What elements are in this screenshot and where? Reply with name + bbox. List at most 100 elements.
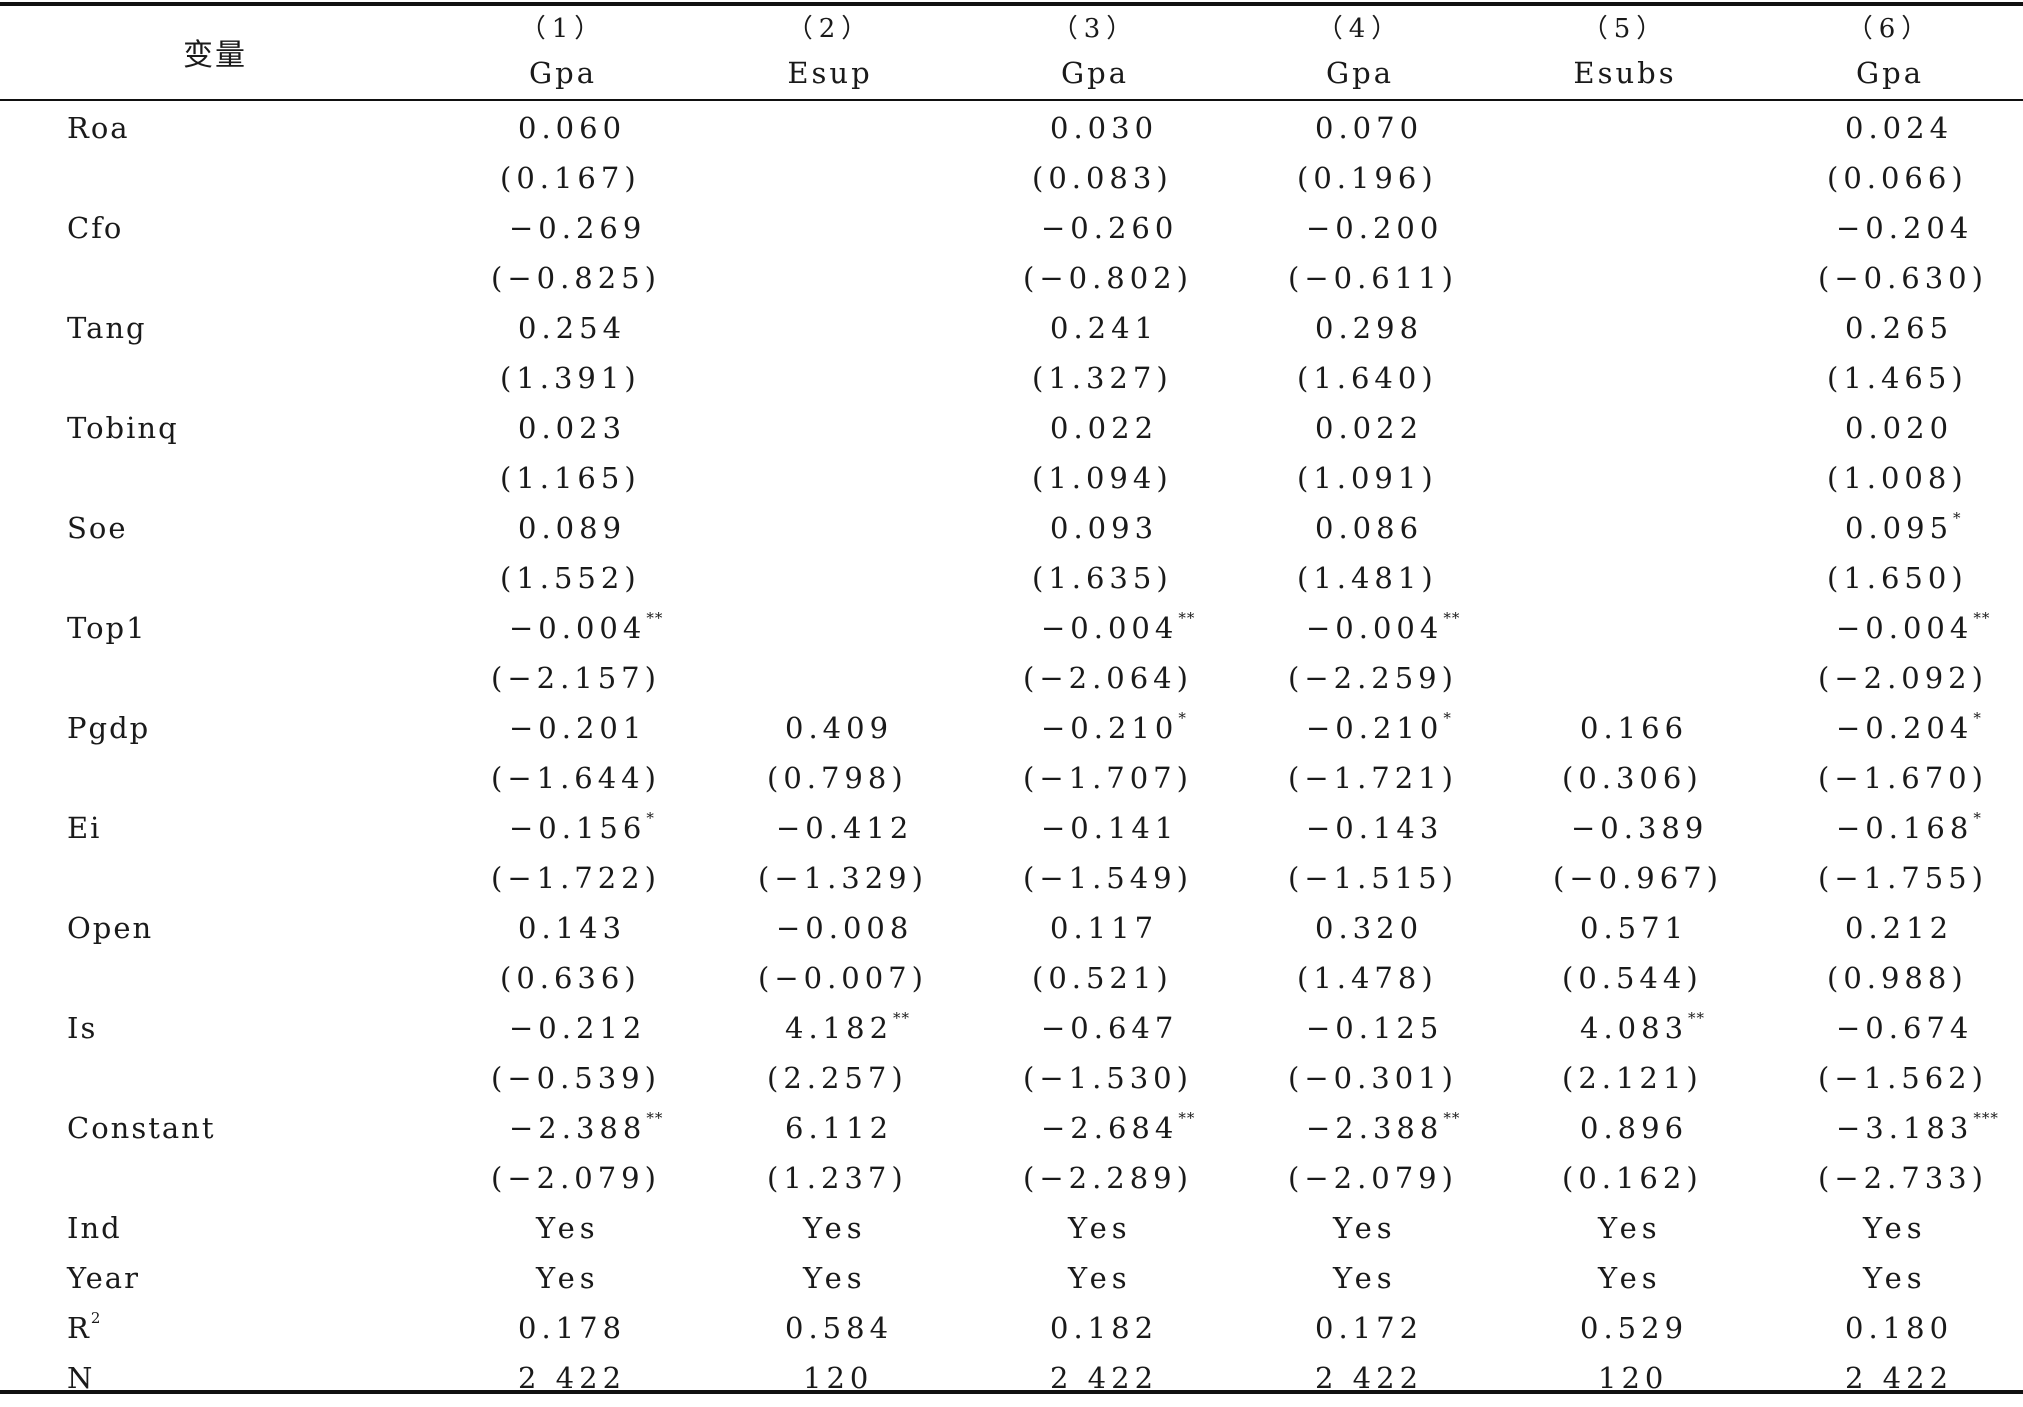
cell-value: 0.178 bbox=[518, 1311, 627, 1345]
cell-value: 0.212 bbox=[1845, 911, 1954, 945]
cell-value: −0.204 bbox=[1836, 211, 1974, 245]
cell-value: (−0.611) bbox=[1288, 261, 1458, 295]
cell-value: (1.650) bbox=[1827, 561, 1968, 595]
table-cell: Yes bbox=[1068, 1211, 1132, 1245]
significance-stars: ** bbox=[646, 1109, 664, 1128]
row-label: Tang bbox=[67, 311, 147, 345]
table-row: (1.552) (1.635) (1.481) (1.650) bbox=[0, 557, 2023, 607]
cell-value: (1.635) bbox=[1032, 561, 1173, 595]
table-header-rule bbox=[0, 99, 2023, 101]
table-cell: 0.060 bbox=[518, 111, 626, 145]
cell-value: (−2.079) bbox=[491, 1161, 661, 1195]
cell-value: 0.265 bbox=[1845, 311, 1954, 345]
row-label: Roa bbox=[67, 111, 130, 145]
table-bottom-rule bbox=[0, 1390, 2023, 1394]
row-label: Cfo bbox=[67, 211, 124, 245]
table-cell: −0.269 bbox=[509, 211, 646, 245]
table-cell: (1.481) bbox=[1297, 561, 1438, 595]
table-top-rule bbox=[0, 2, 2023, 6]
row-label: N bbox=[67, 1361, 95, 1395]
table-cell: Yes bbox=[1863, 1261, 1927, 1295]
table-cell: −0.125 bbox=[1306, 1011, 1443, 1045]
table-cell: −0.004** bbox=[1041, 609, 1195, 645]
table-cell: 0.020 bbox=[1845, 411, 1953, 445]
cell-value: 0.024 bbox=[1845, 111, 1954, 145]
table-row: N 2 422 120 2 422 2 422 120 2 422 bbox=[0, 1357, 2023, 1407]
significance-stars: * bbox=[1178, 709, 1187, 728]
cell-value: −2.388 bbox=[1306, 1111, 1444, 1145]
table-cell: 0.254 bbox=[518, 311, 626, 345]
table-cell: (−1.515) bbox=[1288, 861, 1458, 895]
table-cell: (0.636) bbox=[500, 961, 641, 995]
cell-value: (−2.289) bbox=[1023, 1161, 1193, 1195]
cell-value: (0.988) bbox=[1827, 961, 1968, 995]
cell-value: (0.066) bbox=[1827, 161, 1968, 195]
cell-value: 0.070 bbox=[1315, 111, 1424, 145]
cell-value: Yes bbox=[1333, 1211, 1397, 1245]
cell-value: 2 422 bbox=[1845, 1361, 1954, 1395]
cell-value: 0.143 bbox=[518, 911, 627, 945]
cell-value: (−1.722) bbox=[491, 861, 661, 895]
significance-stars: ** bbox=[1443, 1109, 1461, 1128]
table-cell: (1.465) bbox=[1827, 361, 1968, 395]
cell-value: (−1.721) bbox=[1288, 761, 1458, 795]
table-cell: (1.094) bbox=[1032, 461, 1173, 495]
table-cell: 0.178 bbox=[518, 1311, 626, 1345]
table-cell: −0.204 bbox=[1836, 211, 1973, 245]
table-cell: 0.095* bbox=[1845, 509, 1962, 545]
cell-value: (−1.549) bbox=[1023, 861, 1193, 895]
significance-stars: ** bbox=[893, 1009, 911, 1028]
table-cell: −2.684** bbox=[1041, 1109, 1196, 1145]
table-cell: −0.200 bbox=[1306, 211, 1443, 245]
cell-value: Yes bbox=[1068, 1211, 1132, 1245]
row-label: Ei bbox=[67, 811, 102, 845]
cell-value: −0.269 bbox=[509, 211, 647, 245]
cell-value: (−1.329) bbox=[758, 861, 928, 895]
table-cell: (1.091) bbox=[1297, 461, 1438, 495]
cell-value: (1.165) bbox=[500, 461, 641, 495]
cell-value: (2.121) bbox=[1562, 1061, 1703, 1095]
significance-stars: ** bbox=[1178, 1109, 1196, 1128]
cell-value: Yes bbox=[803, 1211, 867, 1245]
cell-value: 0.020 bbox=[1845, 411, 1954, 445]
cell-value: 0.182 bbox=[1050, 1311, 1159, 1345]
table-cell: −0.004** bbox=[509, 609, 664, 645]
cell-value: (0.306) bbox=[1562, 761, 1703, 795]
table-cell: (0.083) bbox=[1032, 161, 1173, 195]
table-cell: 0.571 bbox=[1580, 911, 1688, 945]
table-row: Soe 0.089 0.093 0.086 0.095* bbox=[0, 507, 2023, 557]
table-cell: −0.647 bbox=[1041, 1011, 1178, 1045]
cell-value: 0.089 bbox=[518, 511, 627, 545]
cell-value: (−2.733) bbox=[1818, 1161, 1988, 1195]
cell-value: −0.201 bbox=[509, 711, 647, 745]
table-cell: −0.156* bbox=[509, 809, 655, 845]
table-cell: (1.391) bbox=[500, 361, 641, 395]
cell-value: (−1.644) bbox=[491, 761, 661, 795]
table-cell: 6.112 bbox=[785, 1111, 893, 1145]
table-cell: 0.182 bbox=[1050, 1311, 1158, 1345]
cell-value: (−0.301) bbox=[1288, 1061, 1458, 1095]
cell-value: (0.083) bbox=[1032, 161, 1173, 195]
significance-stars: ** bbox=[646, 609, 664, 628]
cell-value: (1.391) bbox=[500, 361, 641, 395]
table-cell: (−0.539) bbox=[491, 1061, 661, 1095]
table-row: R2 0.178 0.584 0.182 0.172 0.529 0.180 bbox=[0, 1307, 2023, 1357]
cell-value: −0.647 bbox=[1041, 1011, 1179, 1045]
cell-value: Yes bbox=[1863, 1261, 1927, 1295]
cell-value: 6.112 bbox=[785, 1111, 894, 1145]
table-cell: (0.988) bbox=[1827, 961, 1968, 995]
table-cell: Yes bbox=[1068, 1261, 1132, 1295]
table-cell: (−2.259) bbox=[1288, 661, 1458, 695]
table-cell: (1.635) bbox=[1032, 561, 1173, 595]
table-cell: (−1.670) bbox=[1818, 761, 1988, 795]
table-cell: (−2.157) bbox=[491, 661, 661, 695]
cell-value: Yes bbox=[1068, 1261, 1132, 1295]
table-cell: 0.023 bbox=[518, 411, 626, 445]
significance-stars: ** bbox=[1443, 609, 1461, 628]
table-cell: −0.412 bbox=[776, 811, 913, 845]
row-label: Is bbox=[67, 1011, 98, 1045]
cell-value: (−2.259) bbox=[1288, 661, 1458, 695]
table-row: Tobinq 0.023 0.022 0.022 0.020 bbox=[0, 407, 2023, 457]
cell-value: (0.636) bbox=[500, 961, 641, 995]
cell-value: (−1.755) bbox=[1818, 861, 1988, 895]
